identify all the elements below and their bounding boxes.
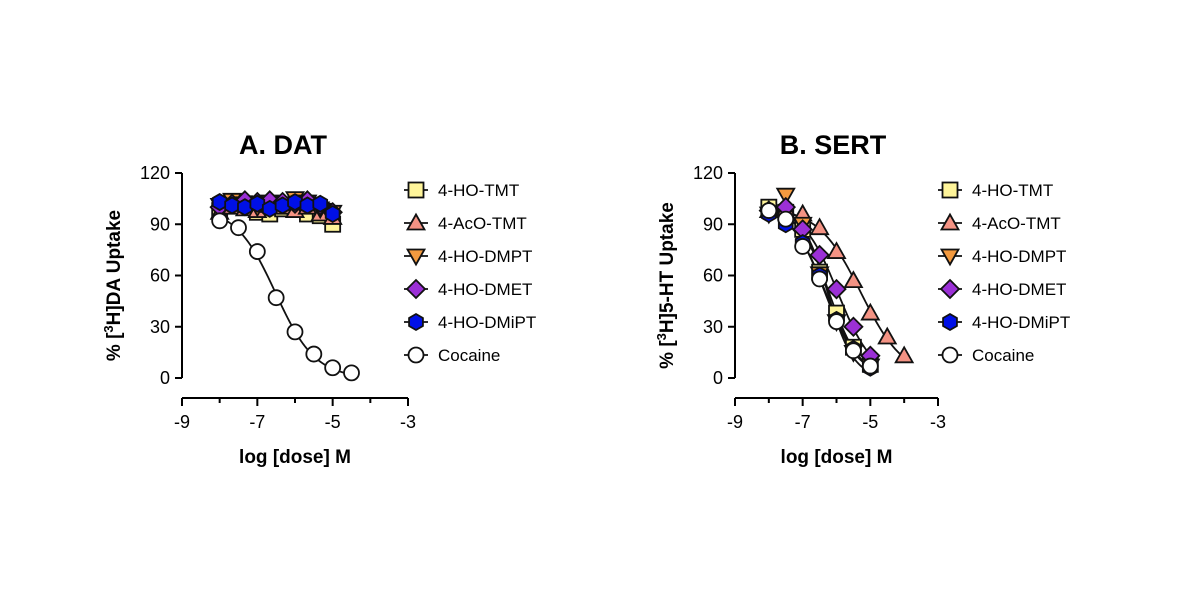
- point-4-ho-dmipt: [249, 194, 266, 213]
- point-4-aco-tmt: [843, 270, 864, 289]
- y-axis-label-prefix: % [: [657, 340, 678, 369]
- legend-marker-4-aco-tmt: [405, 212, 427, 231]
- y-tick-label: 60: [703, 266, 723, 286]
- x-tick-label: -7: [249, 412, 265, 432]
- point-cocaine: [760, 202, 778, 219]
- point-4-ho-dmipt: [312, 194, 329, 213]
- legend-marker-cocaine: [407, 346, 425, 364]
- x-axis-label: log [dose] M: [781, 447, 893, 468]
- y-tick-label: 60: [150, 266, 170, 286]
- point-cocaine: [777, 210, 795, 228]
- y-tick-label: 120: [140, 163, 170, 183]
- fit-curve-cocaine: [219, 216, 352, 376]
- y-tick-label: 30: [150, 317, 170, 337]
- y-axis-label-suffix: H]5-HT Uptake: [657, 202, 678, 333]
- y-tick-label: 120: [693, 163, 723, 183]
- legend-label: Cocaine: [972, 346, 1034, 365]
- point-cocaine: [324, 359, 342, 377]
- legend-marker-4-ho-dmpt: [939, 248, 961, 267]
- y-axis-label-superscript: 3: [654, 333, 669, 340]
- point-4-ho-dmet: [843, 316, 864, 338]
- y-tick-label: 30: [703, 317, 723, 337]
- point-4-aco-tmt: [860, 302, 881, 321]
- point-4-ho-dmipt: [324, 204, 341, 224]
- x-tick-label: -3: [930, 412, 946, 432]
- legend-label: 4-AcO-TMT: [972, 214, 1061, 233]
- point-cocaine: [845, 342, 862, 360]
- x-tick-label: -5: [862, 412, 878, 432]
- point-cocaine: [211, 212, 229, 230]
- point-4-aco-tmt: [809, 217, 830, 236]
- x-tick-label: -3: [400, 412, 416, 432]
- legend-label: Cocaine: [438, 346, 500, 365]
- legend-marker-4-ho-dmpt: [405, 248, 427, 267]
- chart-title: A. DAT: [239, 130, 327, 160]
- legend-label: 4-HO-DMET: [972, 280, 1066, 299]
- y-axis-label-suffix: H]DA Uptake: [104, 210, 125, 325]
- point-4-ho-dmet: [826, 278, 847, 300]
- x-tick-label: -5: [325, 412, 341, 432]
- point-cocaine: [794, 238, 812, 255]
- point-4-ho-dmipt: [261, 199, 278, 218]
- point-cocaine: [305, 345, 323, 363]
- point-4-ho-dmipt: [287, 193, 303, 212]
- legend-marker-4-ho-dmipt: [408, 312, 424, 332]
- legend-label: 4-HO-DMiPT: [438, 313, 536, 332]
- point-4-ho-dmipt: [299, 196, 316, 215]
- legend-label: 4-HO-TMT: [972, 181, 1053, 200]
- legend-label: 4-HO-DMPT: [972, 247, 1066, 266]
- x-tick-label: -9: [174, 412, 190, 432]
- legend-marker-4-ho-dmipt: [942, 312, 958, 332]
- point-cocaine: [828, 313, 845, 331]
- legend-marker-4-ho-tmt: [407, 181, 425, 199]
- legend-marker-4-aco-tmt: [939, 212, 961, 231]
- x-axis-label: log [dose] M: [239, 447, 351, 468]
- point-cocaine: [861, 357, 879, 375]
- data-points: [758, 187, 915, 377]
- y-axis-label: % [3H]DA Uptake: [101, 210, 126, 361]
- data-points: [209, 190, 360, 382]
- x-tick-label: -9: [727, 412, 743, 432]
- point-cocaine: [343, 364, 360, 382]
- y-tick-label: 90: [150, 214, 170, 234]
- y-axis-label: % [3H]5-HT Uptake: [654, 202, 679, 369]
- y-axis-label-superscript: 3: [101, 325, 116, 332]
- y-tick-label: 0: [160, 368, 170, 388]
- chart-panel-dat: A. DAT 0 30 60 90 120 -9 -7 -5 -3 log [dose] M % [3…: [101, 130, 537, 468]
- chart-panel-sert: B. SERT 0 30 60 90 120 -9 -7 -5 -3 log [dose] M % […: [654, 130, 1071, 468]
- y-tick-label: 0: [713, 368, 723, 388]
- legend-label: 4-HO-DMPT: [438, 247, 532, 266]
- point-4-ho-dmipt: [224, 196, 240, 215]
- point-4-ho-dmet: [809, 244, 830, 266]
- point-4-aco-tmt: [877, 326, 898, 345]
- x-tick-label: -7: [795, 412, 811, 432]
- point-4-aco-tmt: [826, 241, 847, 259]
- point-cocaine: [248, 243, 266, 260]
- point-4-ho-dmpt: [775, 187, 796, 206]
- legend-marker-cocaine: [941, 346, 959, 364]
- legend-label: 4-AcO-TMT: [438, 214, 527, 233]
- legend-label: 4-HO-DMET: [438, 280, 532, 299]
- chart-title: B. SERT: [780, 130, 887, 160]
- legend-label: 4-HO-TMT: [438, 181, 519, 200]
- y-tick-label: 90: [703, 214, 723, 234]
- legend-marker-4-ho-dmet: [939, 278, 961, 300]
- legend-label: 4-HO-DMiPT: [972, 313, 1070, 332]
- legend: 4-HO-TMT 4-AcO-TMT 4-HO-DMPT 4-HO-DMET 4-HO-…: [938, 181, 1070, 365]
- point-4-aco-tmt: [894, 345, 915, 364]
- point-cocaine: [230, 219, 247, 237]
- legend: 4-HO-TMT 4-AcO-TMT 4-HO-DMPT 4-HO-DMET 4-HO-…: [404, 181, 536, 365]
- legend-marker-4-ho-tmt: [941, 181, 959, 199]
- legend-marker-4-ho-dmet: [405, 278, 427, 300]
- point-cocaine: [286, 323, 304, 341]
- point-4-ho-dmipt: [211, 193, 228, 212]
- point-cocaine: [811, 270, 828, 288]
- point-cocaine: [267, 289, 285, 307]
- y-axis-label-prefix: % [: [104, 332, 125, 361]
